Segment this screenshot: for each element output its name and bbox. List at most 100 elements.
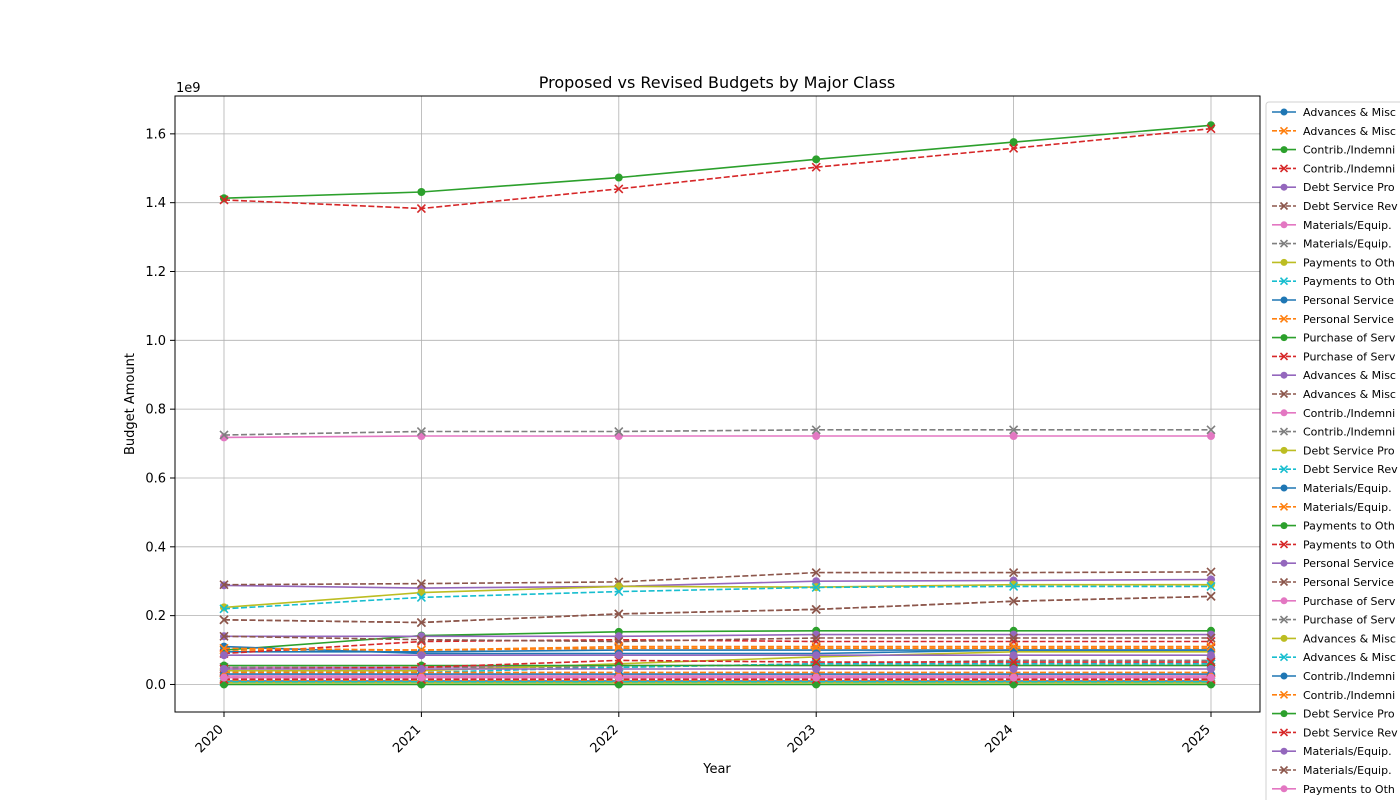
legend-marker — [1280, 221, 1288, 229]
legend-marker — [1279, 577, 1289, 587]
data-point — [1207, 580, 1215, 589]
data-point — [1009, 651, 1018, 660]
data-point — [812, 577, 821, 586]
series-line — [223, 629, 1211, 651]
legend-marker — [1279, 201, 1289, 211]
legend-entry: Purchase of Serv — [1272, 332, 1396, 345]
legend-marker — [1279, 653, 1289, 662]
data-point — [1009, 657, 1019, 667]
data-point — [1207, 664, 1215, 673]
series-line — [224, 650, 1211, 672]
data-point — [811, 642, 821, 652]
data-point — [1009, 633, 1019, 643]
series-3 — [219, 124, 1216, 214]
data-point — [1206, 642, 1216, 652]
data-point — [219, 615, 229, 625]
legend-marker — [1279, 615, 1289, 624]
legend-entry: Materials/Equip. — [1272, 482, 1392, 495]
legend-marker — [1280, 296, 1288, 304]
legend-marker — [1279, 465, 1289, 474]
series-15 — [219, 631, 1216, 647]
series-8 — [220, 580, 1215, 612]
legend-entry: Debt Service Rev — [1272, 200, 1398, 213]
data-point — [1009, 596, 1019, 606]
legend-entry: Purchase of Serv — [1272, 595, 1396, 608]
legend-marker — [1280, 672, 1288, 680]
legend-label: Purchase of Serv — [1303, 595, 1396, 608]
y-tick-label: 0.0 — [145, 678, 166, 693]
data-point — [614, 673, 623, 682]
legend-label: Payments to Oth — [1303, 538, 1395, 551]
legend-marker — [1279, 765, 1289, 775]
data-point — [1207, 432, 1215, 441]
y-tick-label: 1.2 — [145, 265, 166, 280]
data-point — [1009, 680, 1018, 689]
data-point — [416, 617, 426, 628]
legend-label: Personal Service — [1303, 294, 1394, 307]
y-tick-label: 0.2 — [145, 609, 166, 624]
legend-marker — [1279, 352, 1289, 361]
series-line — [223, 124, 1212, 199]
data-point — [1207, 680, 1215, 689]
legend-marker — [1279, 277, 1289, 286]
data-point — [220, 673, 228, 682]
legend-entry: Advances & Misc — [1272, 388, 1396, 401]
data-point — [1206, 657, 1216, 667]
legend-marker — [1279, 690, 1289, 699]
data-point — [811, 425, 821, 435]
legend-entry: Personal Service — [1272, 576, 1394, 589]
legend-entry: Personal Service — [1272, 557, 1394, 570]
legend-label: Materials/Equip. — [1303, 764, 1392, 777]
data-point — [811, 162, 821, 172]
data-point — [1206, 633, 1216, 643]
legend-label: Payments to Oth — [1303, 520, 1395, 533]
legend-label: Materials/Equip. — [1303, 482, 1392, 495]
data-point — [219, 580, 229, 590]
legend-entry: Contrib./Indemni — [1272, 670, 1395, 683]
legend-label: Contrib./Indemni — [1303, 670, 1395, 683]
series-line — [223, 585, 1211, 610]
legend-entry: Contrib./Indemni — [1272, 689, 1395, 702]
legend-entry: Advances & Misc — [1272, 651, 1396, 664]
legend-label: Debt Service Rev — [1303, 200, 1398, 213]
legend-marker — [1280, 484, 1288, 492]
legend-entry: Materials/Equip. — [1272, 238, 1392, 251]
legend-label: Personal Service — [1303, 576, 1394, 589]
legend-marker — [1280, 747, 1288, 755]
series-24 — [220, 651, 1215, 660]
legend-entry: Contrib./Indemni — [1272, 144, 1395, 157]
data-point — [614, 680, 623, 689]
data-point — [1207, 673, 1215, 682]
legend-marker — [1279, 728, 1289, 737]
data-point — [1009, 425, 1019, 435]
legend-marker — [1280, 409, 1288, 417]
data-point — [812, 651, 821, 660]
legend-entry: Advances & Misc — [1272, 632, 1396, 645]
x-tick-label: 2022 — [588, 722, 622, 756]
y-offset-label: 1e9 — [176, 81, 201, 96]
legend-entry: Purchase of Serv — [1272, 350, 1396, 363]
legend-entry: Personal Service — [1272, 313, 1394, 326]
legend-entry: Contrib./Indemni — [1272, 162, 1395, 175]
legend-label: Advances & Misc — [1303, 125, 1396, 138]
legend-marker — [1279, 314, 1289, 323]
data-point — [812, 432, 821, 441]
legend-label: Payments to Oth — [1303, 256, 1395, 269]
data-point — [811, 633, 821, 643]
legend-label: Materials/Equip. — [1303, 219, 1392, 232]
data-point — [614, 173, 623, 182]
data-point — [614, 184, 624, 194]
legend-entry: Advances & Misc — [1272, 369, 1396, 382]
data-point — [1207, 651, 1215, 660]
data-point — [417, 680, 426, 689]
legend-entry: Contrib./Indemni — [1272, 426, 1395, 439]
data-point — [1206, 124, 1216, 134]
series-21 — [219, 642, 1216, 655]
data-point — [812, 680, 821, 689]
legend-entry: Materials/Equip. — [1272, 501, 1392, 514]
x-tick-label: 2025 — [1180, 722, 1214, 756]
data-point — [219, 195, 229, 205]
series-line — [224, 633, 1211, 638]
series-35 — [219, 591, 1216, 628]
legend-entry: Payments to Oth — [1272, 520, 1395, 533]
